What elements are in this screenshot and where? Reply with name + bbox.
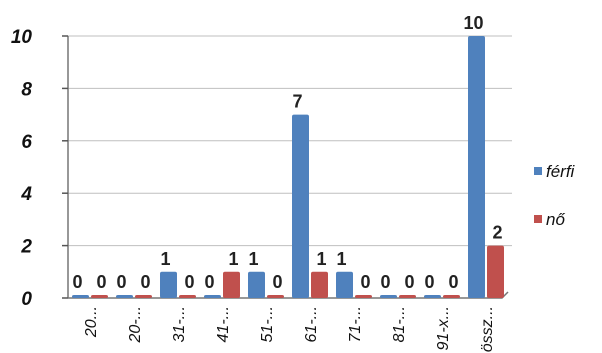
bar-no bbox=[399, 295, 416, 298]
x-tick-label: 41-... bbox=[215, 306, 232, 342]
legend-swatch-no bbox=[534, 215, 542, 223]
bar-no bbox=[267, 295, 284, 298]
bar-ferfi bbox=[160, 271, 177, 298]
data-label: 1 bbox=[248, 249, 258, 269]
y-tick-label: 6 bbox=[21, 132, 32, 153]
y-tick-label: 8 bbox=[21, 79, 32, 100]
x-tick-label: össz... bbox=[479, 306, 496, 352]
bar-ferfi bbox=[72, 295, 89, 298]
legend: férfi nő bbox=[534, 162, 576, 229]
data-label: 0 bbox=[140, 272, 150, 292]
bar-ferfi bbox=[204, 295, 221, 298]
y-tick-label: 10 bbox=[11, 27, 33, 48]
bar-no bbox=[487, 245, 504, 298]
bars bbox=[72, 36, 504, 298]
bar-no bbox=[135, 295, 152, 298]
x-axis-labels: 20... 20-... 31-... 41-... 51-... 61-... 71-..… bbox=[83, 306, 496, 352]
bar-no bbox=[91, 295, 108, 298]
bar-no bbox=[179, 295, 196, 298]
data-label: 0 bbox=[204, 272, 214, 292]
y-axis-ticks: 0 2 4 6 8 10 bbox=[11, 27, 68, 310]
x-tick-label: 31-... bbox=[171, 306, 188, 342]
y-tick-label: 4 bbox=[20, 184, 32, 205]
legend-label-ferfi: férfi bbox=[546, 162, 576, 181]
x-tick-label: 81-... bbox=[391, 306, 408, 342]
axes bbox=[67, 36, 509, 299]
x-tick-label: 61-... bbox=[303, 306, 320, 342]
data-label: 0 bbox=[96, 272, 106, 292]
bar-ferfi bbox=[248, 271, 265, 298]
y-tick-label: 0 bbox=[21, 289, 32, 310]
bar-ferfi bbox=[116, 295, 133, 298]
legend-swatch-ferfi bbox=[534, 167, 542, 175]
data-label: 0 bbox=[360, 272, 370, 292]
x-tick-label: 51-... bbox=[259, 306, 276, 342]
bar-no bbox=[311, 271, 328, 298]
x-tick-label: 20-... bbox=[127, 306, 144, 343]
bar-ferfi bbox=[380, 295, 397, 298]
data-label: 0 bbox=[424, 272, 434, 292]
data-label: 0 bbox=[272, 272, 282, 292]
data-label: 7 bbox=[292, 92, 302, 112]
x-tick-label: 71-... bbox=[347, 306, 364, 342]
data-label: 2 bbox=[492, 223, 502, 243]
bar-ferfi bbox=[336, 271, 353, 298]
bar-ferfi bbox=[468, 36, 485, 298]
bar-ferfi bbox=[424, 295, 441, 298]
data-label: 0 bbox=[380, 272, 390, 292]
data-label: 0 bbox=[184, 272, 194, 292]
data-label: 10 bbox=[463, 13, 483, 33]
data-label: 1 bbox=[160, 249, 170, 269]
data-label: 0 bbox=[116, 272, 126, 292]
y-tick-label: 2 bbox=[20, 237, 32, 258]
x-tick-label: 91-x... bbox=[435, 306, 452, 350]
data-label: 1 bbox=[228, 249, 238, 269]
bar-no bbox=[443, 295, 460, 298]
x-axis-line bbox=[68, 291, 509, 299]
x-tick-label: 20... bbox=[83, 306, 100, 338]
legend-label-no: nő bbox=[546, 210, 565, 229]
gridlines bbox=[68, 35, 512, 247]
data-label: 1 bbox=[336, 249, 346, 269]
bar-no bbox=[355, 295, 372, 298]
bar-ferfi bbox=[292, 114, 309, 298]
data-label: 0 bbox=[448, 272, 458, 292]
bar-no bbox=[223, 271, 240, 298]
data-label: 0 bbox=[72, 272, 82, 292]
data-label: 0 bbox=[404, 272, 414, 292]
data-label: 1 bbox=[316, 249, 326, 269]
